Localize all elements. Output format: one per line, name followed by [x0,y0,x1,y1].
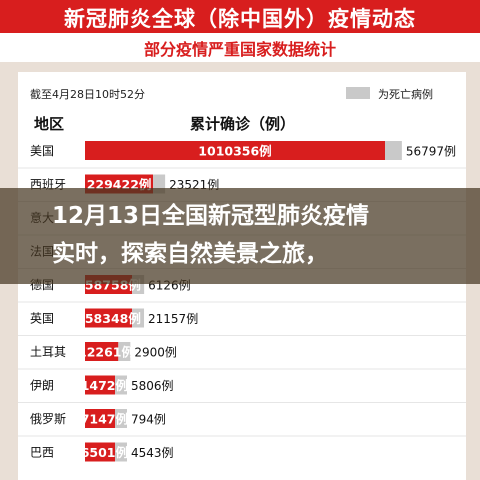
category-label: 俄罗斯 [30,412,66,426]
bar-confirmed [85,409,115,428]
bar-confirmed [85,442,115,462]
row-separator [18,335,466,336]
data-label-confirmed: 158348例 [76,311,141,326]
headline-overlay [0,188,480,284]
data-label-deaths: 5806例 [131,379,174,393]
row-separator [18,402,466,403]
legend-swatch-deaths [346,87,370,99]
data-label-deaths: 21157例 [148,312,198,326]
row-separator [18,368,466,370]
row-separator [18,301,466,303]
category-label: 伊朗 [30,379,54,393]
bar-deaths [118,342,131,361]
bar-deaths [115,409,127,428]
data-label-confirmed: 112261例 [69,345,134,360]
data-label-deaths: 4543例 [131,446,174,460]
bar-deaths [132,308,145,328]
headline-text: 12月13日全国新冠型肺炎疫情 实时，探索自然美景之旅， [52,203,370,267]
data-label-deaths: 56797例 [406,145,456,159]
dateline: 截至4月28日10时52分 [30,88,145,101]
bar-confirmed [85,342,119,361]
bar-confirmed [85,375,115,395]
data-label-confirmed: 66501例 [72,445,128,460]
row-separator [18,167,466,169]
bar-deaths [115,375,127,395]
data-label-confirmed: 1010356例 [198,144,271,159]
column-header-confirmed: 累计确诊（例） [190,115,296,133]
page-subtitle: 部分疫情严重国家数据统计 [143,40,336,59]
data-label-deaths: 794例 [131,413,166,427]
category-label: 巴西 [30,446,54,460]
category-label: 美国 [30,144,54,158]
bar-deaths [115,442,127,462]
legend-label-deaths: 为死亡病例 [378,88,433,101]
bar-deaths [385,141,402,160]
category-label: 英国 [30,312,54,326]
data-label-confirmed: 91472例 [72,378,128,393]
bar-confirmed [85,308,133,328]
row-separator [18,435,466,437]
data-label-deaths: 2900例 [134,346,177,360]
subtitle-band [0,33,480,62]
column-header-region: 地区 [34,115,65,133]
data-label-confirmed: 87147例 [72,412,128,427]
page-title: 新冠肺炎全球（除中国外）疫情动态 [64,7,416,31]
bar-confirmed [85,141,385,160]
category-label: 土耳其 [30,345,66,359]
